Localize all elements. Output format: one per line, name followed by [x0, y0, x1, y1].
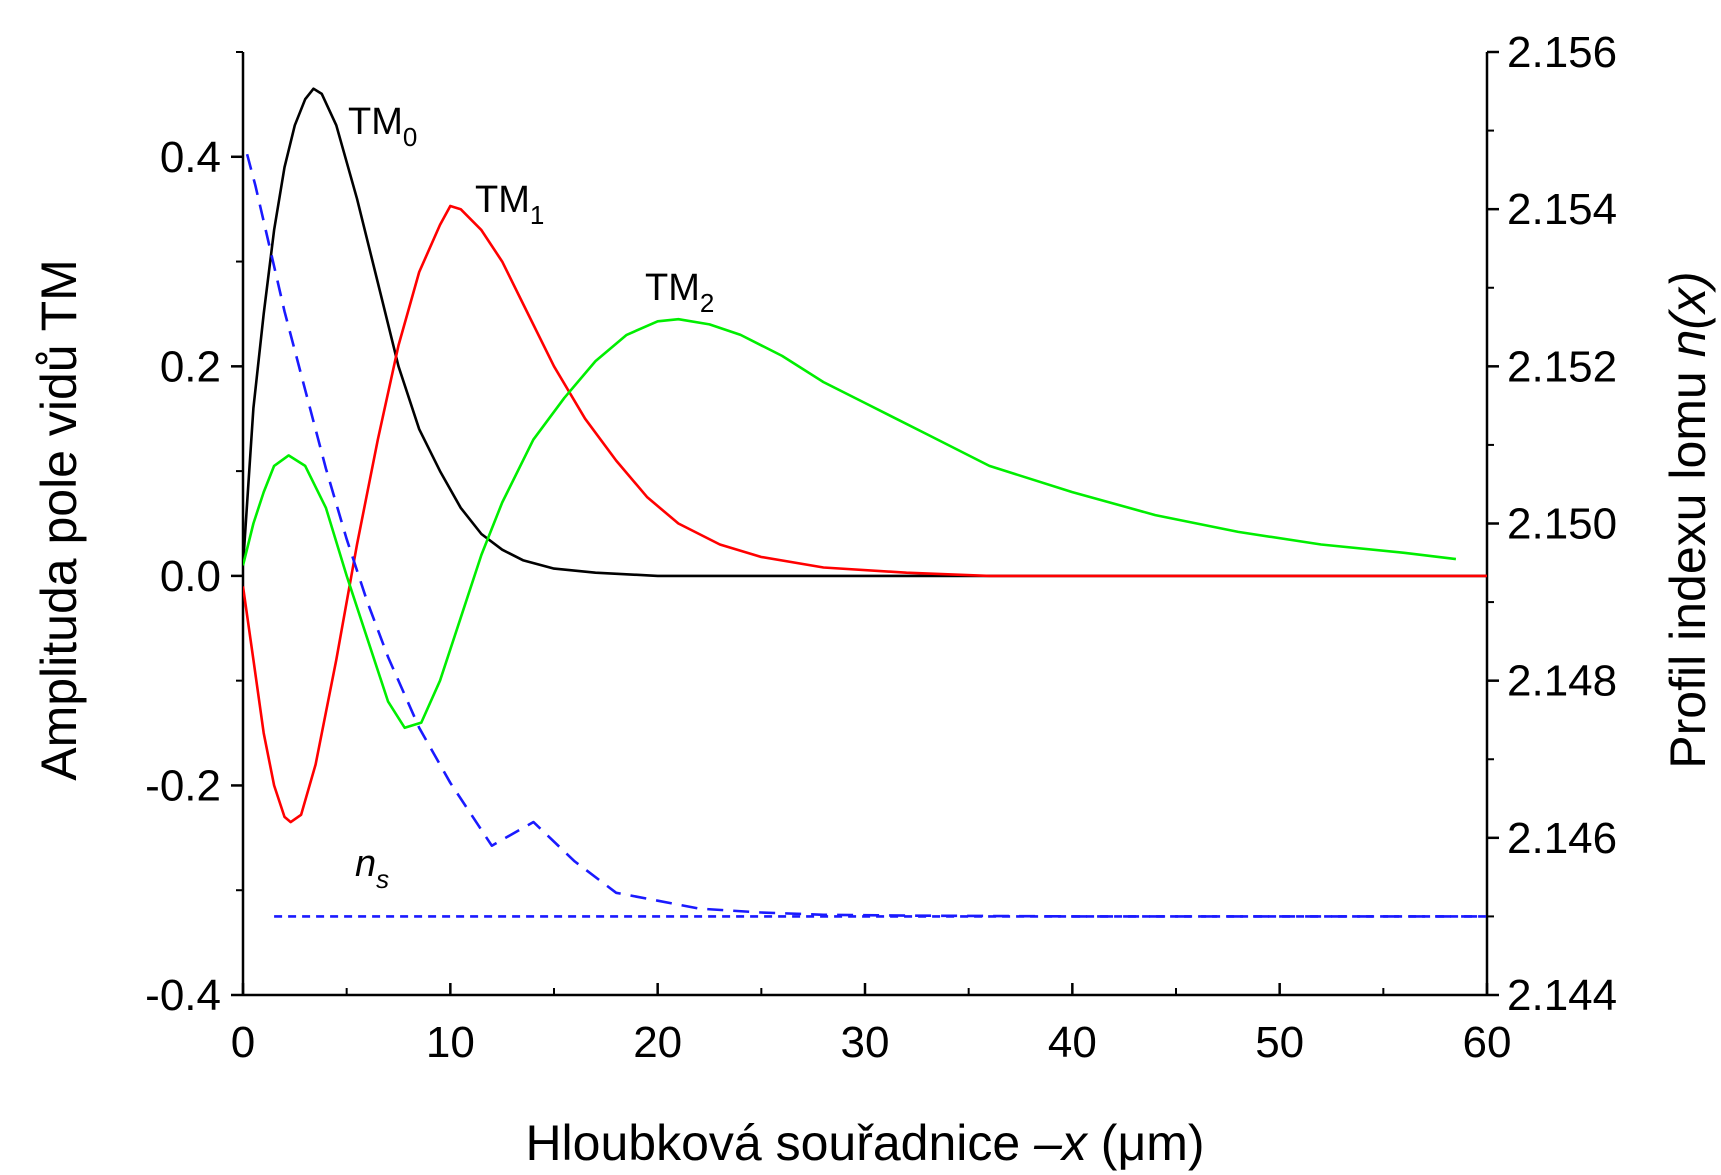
y-left-axis-title: Amplituda pole vidů TM	[31, 259, 87, 781]
y-right-tick-label: 2.144	[1507, 971, 1617, 1020]
tick-marks	[231, 50, 1499, 997]
y-left-tick-label: 0.4	[160, 133, 221, 182]
y-left-tick-label: 0.2	[160, 342, 221, 391]
x-tick-label: 50	[1255, 1018, 1304, 1067]
series-label-tm0: TM0	[348, 101, 417, 152]
y-right-tick-label: 2.150	[1507, 500, 1617, 549]
tm0-curve	[243, 87, 1487, 578]
annotation-ns: ns	[355, 843, 389, 894]
x-tick-label: 40	[1048, 1018, 1097, 1067]
x-tick-label: 10	[426, 1018, 475, 1067]
y-right-tick-label: 2.152	[1507, 342, 1617, 391]
series-layer	[243, 87, 1487, 918]
y-left-tick-label: 0.0	[160, 552, 221, 601]
y-right-axis-title: Profil indexu lomu n(x)	[1660, 271, 1716, 768]
y-right-tick-label: 2.154	[1507, 185, 1617, 234]
x-tick-label: 30	[841, 1018, 890, 1067]
y-right-tick-label: 2.146	[1507, 814, 1617, 863]
tick-labels: 0 10 20 30 40 50 60 -0.4 -0.2 0.0 0.2 0.4 2.144 2.146…	[145, 28, 1617, 1067]
x-axis-title: Hloubková souřadnice –x (μm)	[525, 1115, 1204, 1171]
y-left-tick-label: -0.4	[145, 971, 221, 1020]
y-right-tick-label: 2.148	[1507, 657, 1617, 706]
x-tick-label: 60	[1463, 1018, 1512, 1067]
index-profile-curve	[245, 153, 1487, 918]
y-left-tick-label: -0.2	[145, 761, 221, 810]
tm2-curve	[243, 317, 1457, 730]
x-tick-label: 20	[633, 1018, 682, 1067]
tm1-curve	[243, 204, 1487, 824]
y-right-tick-label: 2.156	[1507, 28, 1617, 77]
x-tick-label: 0	[231, 1018, 255, 1067]
series-label-tm1: TM1	[475, 179, 544, 230]
series-label-tm2: TM2	[645, 267, 714, 318]
